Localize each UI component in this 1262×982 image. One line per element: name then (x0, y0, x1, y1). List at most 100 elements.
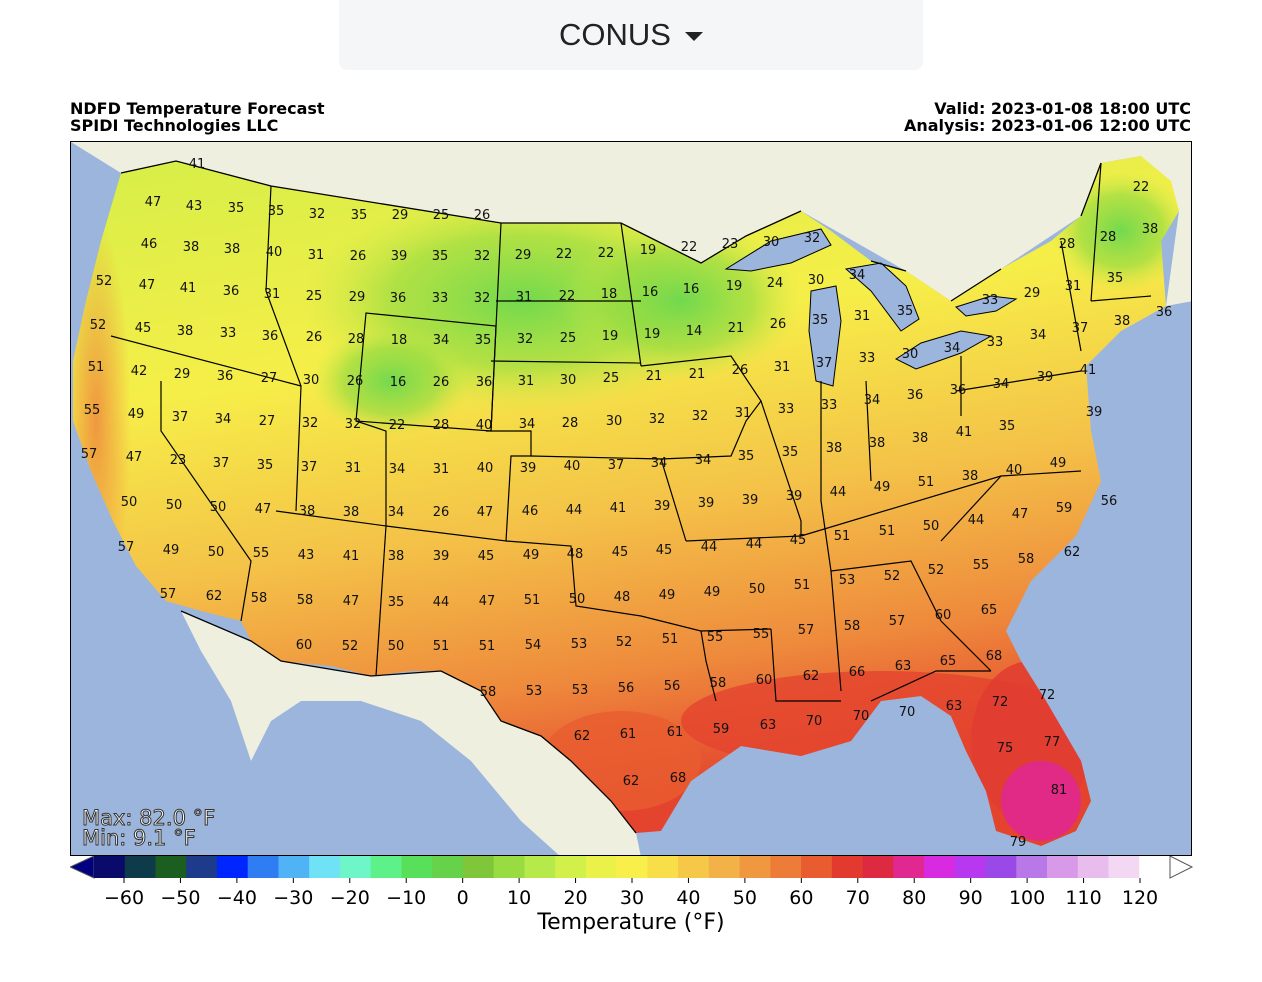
station-temp-label: 28 (433, 418, 450, 433)
station-temp-label: 50 (166, 498, 183, 513)
station-temp-label: 65 (940, 654, 957, 669)
station-temp-label: 32 (474, 291, 491, 306)
colorbar-tick-label: 30 (620, 887, 644, 908)
station-temp-label: 52 (342, 639, 359, 654)
station-temp-label: 57 (160, 587, 177, 602)
station-temp-label: 35 (812, 313, 829, 328)
station-temp-label: 61 (620, 727, 637, 742)
colorbar-swatch (739, 856, 771, 878)
colorbar-tick-label: 100 (1009, 887, 1045, 908)
station-temp-label: 25 (603, 371, 620, 386)
station-temp-label: 36 (217, 369, 234, 384)
station-temp-label: 32 (474, 249, 491, 264)
station-temp-label: 37 (301, 460, 318, 475)
station-temp-label: 39 (520, 461, 537, 476)
station-temp-label: 18 (601, 287, 618, 302)
station-temp-label: 49 (659, 588, 676, 603)
colorbar-swatch (278, 856, 310, 878)
station-temp-label: 39 (786, 489, 803, 504)
station-temp-label: 28 (1100, 230, 1117, 245)
colorbar-tick-label: 10 (507, 887, 531, 908)
station-temp-label: 31 (516, 290, 533, 305)
canada-land (71, 142, 1191, 306)
colorbar-swatch (524, 856, 556, 878)
great-lakes (724, 228, 1018, 387)
station-temp-label: 50 (208, 545, 225, 560)
station-temp-label: 30 (303, 373, 320, 388)
canada-border-east (870, 162, 1102, 302)
colorbar-swatch (770, 856, 802, 878)
station-temp-label: 32 (302, 416, 319, 431)
colorbar-swatch (155, 856, 187, 878)
colorbar: −60 −50 −40 −30 −20 −10 0 10 20 30 40 50 60 70 80 90 100… (70, 856, 1194, 908)
station-temp-label: 35 (388, 595, 405, 610)
station-temp-label: 52 (616, 635, 633, 650)
min-temp: Min: 9.1 °F (81, 826, 196, 850)
colorbar-tick-label: 70 (846, 887, 870, 908)
station-temp-label: 38 (388, 549, 405, 564)
station-temp-label: 19 (726, 279, 743, 294)
station-temp-label: 58 (251, 591, 268, 606)
station-temp-label: 75 (997, 741, 1014, 756)
station-temp-label: 39 (391, 249, 408, 264)
station-temp-label: 34 (849, 268, 866, 283)
colorbar-tick-label: −60 (104, 887, 144, 908)
temperature-map[interactable]: 41 47 43 35 35 32 35 29 25 26 46 38 38 40 31 26 39 35 32 29… (70, 141, 1192, 856)
station-temp-label: 46 (522, 504, 539, 519)
station-temp-label: 26 (350, 249, 367, 264)
station-temp-label: 59 (1056, 501, 1073, 516)
region-selector[interactable]: CONUS (339, 0, 923, 70)
station-temp-label: 38 (1142, 222, 1159, 237)
station-temp-label: 35 (738, 449, 755, 464)
colorbar-extend-high (1169, 856, 1194, 879)
caret-down-icon (684, 31, 703, 41)
station-temp-label: 38 (343, 505, 360, 520)
colorbar-tick-label: −50 (160, 887, 200, 908)
station-temp-label: 58 (480, 685, 497, 700)
station-temp-label: 51 (918, 475, 935, 490)
colorbar-swatch (401, 856, 433, 878)
colorbar-swatch (831, 856, 864, 878)
station-temp-label: 50 (121, 495, 138, 510)
colorbar-swatch (954, 856, 987, 878)
station-temp-label: 51 (88, 360, 105, 375)
station-temp-label: 72 (1039, 688, 1056, 703)
station-temp-label: 26 (306, 330, 323, 345)
station-temp-label: 40 (564, 459, 581, 474)
station-temp-label: 63 (760, 718, 777, 733)
station-temp-label: 29 (392, 208, 409, 223)
station-temp-label: 57 (118, 540, 135, 555)
station-temp-label: 41 (180, 281, 197, 296)
station-temp-label: 16 (683, 282, 700, 297)
station-temp-label: 47 (145, 195, 162, 210)
station-temp-label: 38 (912, 431, 929, 446)
station-temp-label: 29 (1024, 286, 1041, 301)
station-temp-label: 30 (808, 273, 825, 288)
station-temp-label: 35 (897, 304, 914, 319)
station-temp-label: 56 (664, 679, 681, 694)
station-temp-label: 38 (224, 242, 241, 257)
station-temp-label: 21 (646, 369, 663, 384)
station-temp-label: 30 (902, 347, 919, 362)
colorbar-swatch (1047, 856, 1079, 878)
colorbar-swatch (493, 856, 525, 878)
station-temp-label: 45 (612, 545, 629, 560)
station-temp-label: 26 (770, 317, 787, 332)
station-temp-label: 70 (806, 714, 823, 729)
colorbar-tick-label: 60 (789, 887, 813, 908)
station-temp-label: 51 (834, 529, 851, 544)
station-temp-label: 39 (1086, 405, 1103, 420)
station-temp-label: 34 (695, 453, 712, 468)
station-temp-label: 39 (433, 549, 450, 564)
station-temp-label: 51 (524, 593, 541, 608)
station-temp-label: 49 (874, 480, 891, 495)
station-temp-label: 43 (186, 199, 203, 214)
station-temp-label: 21 (728, 321, 745, 336)
colorbar-tick-label: −10 (386, 887, 426, 908)
station-temp-label: 41 (189, 157, 206, 172)
station-temp-label: 39 (698, 496, 715, 511)
station-temp-label: 55 (753, 627, 770, 642)
station-temp-label: 28 (1059, 237, 1076, 252)
station-temp-label: 38 (1114, 314, 1131, 329)
station-temp-label: 38 (826, 441, 843, 456)
